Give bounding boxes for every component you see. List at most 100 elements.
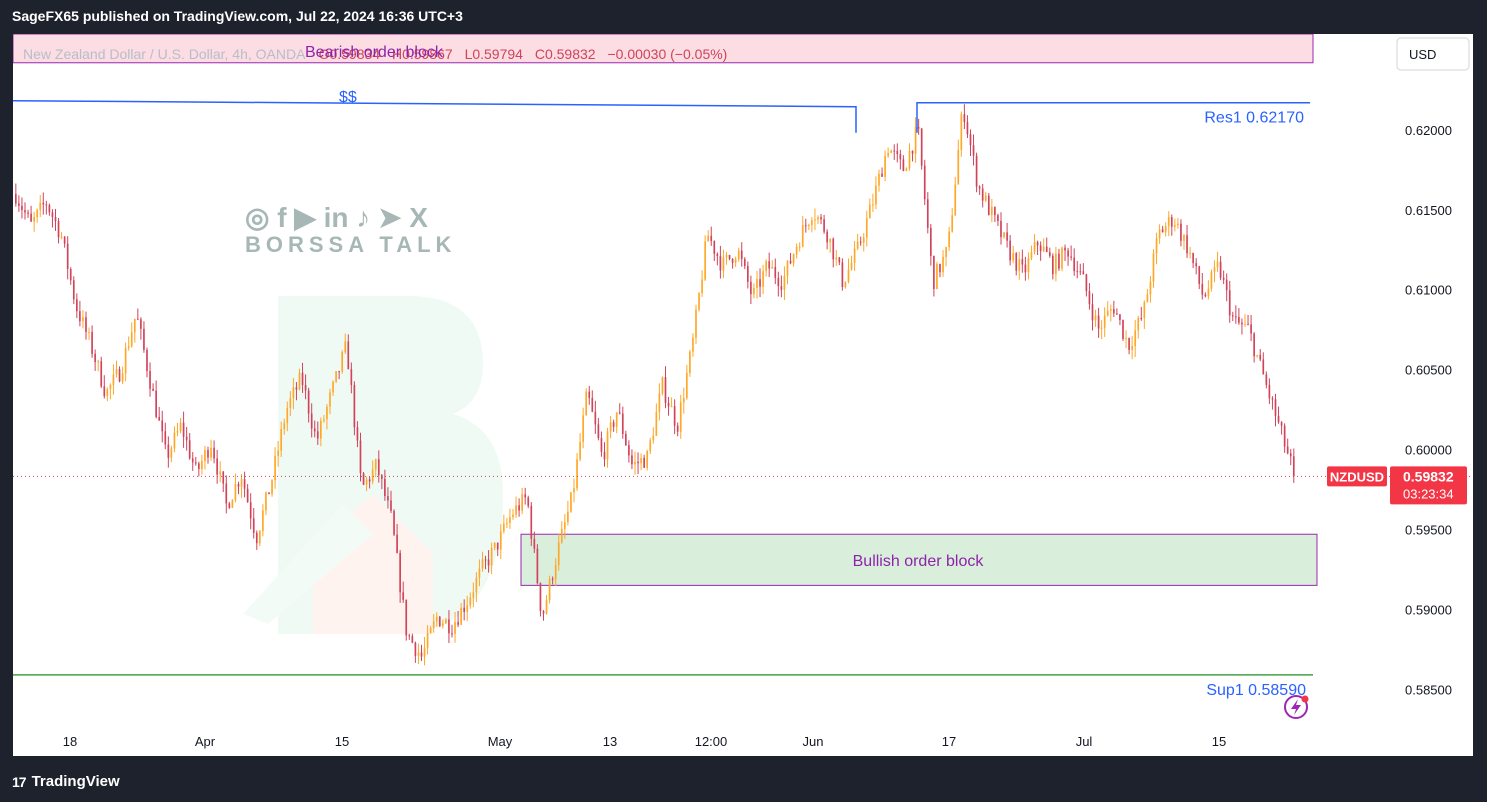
x-axis[interactable]: 18 Apr 15 May 13 12:00 Jun 17 Jul 15 bbox=[63, 734, 1226, 749]
candle-body bbox=[323, 419, 325, 421]
candle-body bbox=[487, 559, 490, 566]
candle-body bbox=[1210, 271, 1213, 289]
candle-body bbox=[496, 542, 499, 550]
candle-body bbox=[124, 348, 127, 374]
lightning-icon[interactable] bbox=[1284, 695, 1309, 719]
candle-body bbox=[1195, 263, 1198, 267]
candle-body bbox=[402, 592, 405, 600]
candle-body bbox=[173, 432, 176, 449]
candle-body bbox=[240, 479, 243, 487]
candle-body bbox=[368, 479, 371, 482]
candle-body bbox=[698, 293, 700, 310]
currency-button-label: USD bbox=[1409, 47, 1436, 62]
candle-body bbox=[515, 505, 517, 515]
candle-body bbox=[335, 371, 337, 382]
candle-body bbox=[286, 407, 289, 424]
last-price-value: 0.59832 bbox=[1403, 468, 1454, 484]
candle-body bbox=[262, 510, 264, 531]
candle-body bbox=[72, 280, 75, 300]
candle-body bbox=[1170, 217, 1173, 227]
candle-body bbox=[60, 236, 63, 238]
candle-body bbox=[1100, 327, 1103, 329]
tradingview-footer[interactable]: 17 TradingView bbox=[12, 773, 120, 790]
candle-body bbox=[524, 494, 527, 498]
candle-body bbox=[518, 505, 520, 511]
candle-body bbox=[579, 441, 581, 460]
candle-body bbox=[652, 435, 655, 441]
candle-body bbox=[881, 173, 883, 177]
candle-body bbox=[316, 431, 319, 439]
candle-body bbox=[612, 422, 615, 427]
candle-body bbox=[673, 406, 676, 426]
candle-body bbox=[320, 420, 322, 439]
candle-body bbox=[908, 150, 911, 169]
watermark: ◎ f ▶ in ♪ ➤ X BORSSA TALK bbox=[243, 202, 503, 634]
candle-body bbox=[1085, 274, 1088, 292]
chart-frame[interactable]: ◎ f ▶ in ♪ ➤ X BORSSA TALK New Zealand D… bbox=[12, 33, 1473, 756]
candle-body bbox=[191, 458, 194, 463]
candle-body bbox=[414, 642, 417, 656]
candle-body bbox=[591, 397, 594, 412]
candle-body bbox=[280, 429, 283, 451]
candle-body bbox=[722, 257, 725, 271]
price-chart[interactable]: ◎ f ▶ in ♪ ➤ X BORSSA TALK New Zealand D… bbox=[12, 33, 1473, 756]
candle-body bbox=[1256, 354, 1259, 357]
candle-body bbox=[713, 241, 716, 254]
legend-low: L0.59794 bbox=[465, 46, 524, 62]
candle-body bbox=[499, 531, 502, 550]
candle-body bbox=[1149, 281, 1152, 295]
candle-body bbox=[420, 652, 423, 657]
candle-body bbox=[747, 266, 749, 282]
candle-body bbox=[210, 447, 212, 458]
candle-body bbox=[765, 261, 767, 272]
candle-body bbox=[1152, 253, 1155, 282]
candle-body bbox=[893, 150, 896, 152]
candle-body bbox=[625, 433, 627, 446]
candle-body bbox=[576, 459, 578, 489]
candle-body bbox=[942, 256, 944, 273]
candle-body bbox=[429, 627, 432, 633]
candle-body bbox=[1198, 266, 1201, 284]
candle-body bbox=[692, 337, 694, 352]
candle-body bbox=[435, 616, 438, 622]
candle-body bbox=[643, 457, 645, 468]
candle-body bbox=[393, 510, 395, 535]
candle-body bbox=[1103, 315, 1106, 328]
candle-body bbox=[237, 484, 240, 487]
candle-body bbox=[1055, 253, 1057, 275]
candle-body bbox=[201, 461, 203, 470]
candle-body bbox=[438, 616, 441, 627]
x-tick-label: 18 bbox=[63, 734, 77, 749]
candle-body bbox=[914, 127, 917, 154]
candle-body bbox=[637, 461, 639, 464]
candle-body bbox=[771, 267, 774, 269]
candle-body bbox=[338, 371, 340, 373]
candle-body bbox=[829, 238, 832, 243]
candle-body bbox=[1067, 250, 1069, 257]
candle-body bbox=[1079, 271, 1082, 273]
candle-body bbox=[481, 559, 484, 569]
y-axis[interactable]: 0.62000 0.61500 0.61000 0.60500 0.60000 0.595… bbox=[1405, 123, 1452, 697]
candle-body bbox=[185, 436, 188, 441]
watermark-social-icons: ◎ f ▶ in ♪ ➤ X bbox=[245, 202, 428, 233]
candle-body bbox=[826, 231, 828, 243]
candle-body bbox=[121, 373, 124, 382]
currency-button[interactable]: USD bbox=[1396, 37, 1470, 71]
candle-body bbox=[390, 500, 392, 511]
candle-body bbox=[594, 411, 597, 425]
candle-body bbox=[133, 318, 136, 333]
tradingview-brand: TradingView bbox=[31, 773, 120, 790]
candle-body bbox=[1268, 384, 1271, 399]
candle-body bbox=[728, 254, 731, 259]
candle-body bbox=[884, 155, 886, 177]
candle-body bbox=[1061, 247, 1063, 269]
candle-body bbox=[399, 552, 401, 593]
candle-body bbox=[649, 440, 652, 452]
candle-body bbox=[295, 387, 298, 390]
candle-body bbox=[1106, 310, 1109, 316]
candle-body bbox=[381, 475, 383, 479]
candle-body bbox=[384, 478, 386, 497]
candle-body bbox=[844, 281, 847, 287]
candle-body bbox=[823, 219, 825, 232]
candle-body bbox=[1048, 252, 1051, 256]
